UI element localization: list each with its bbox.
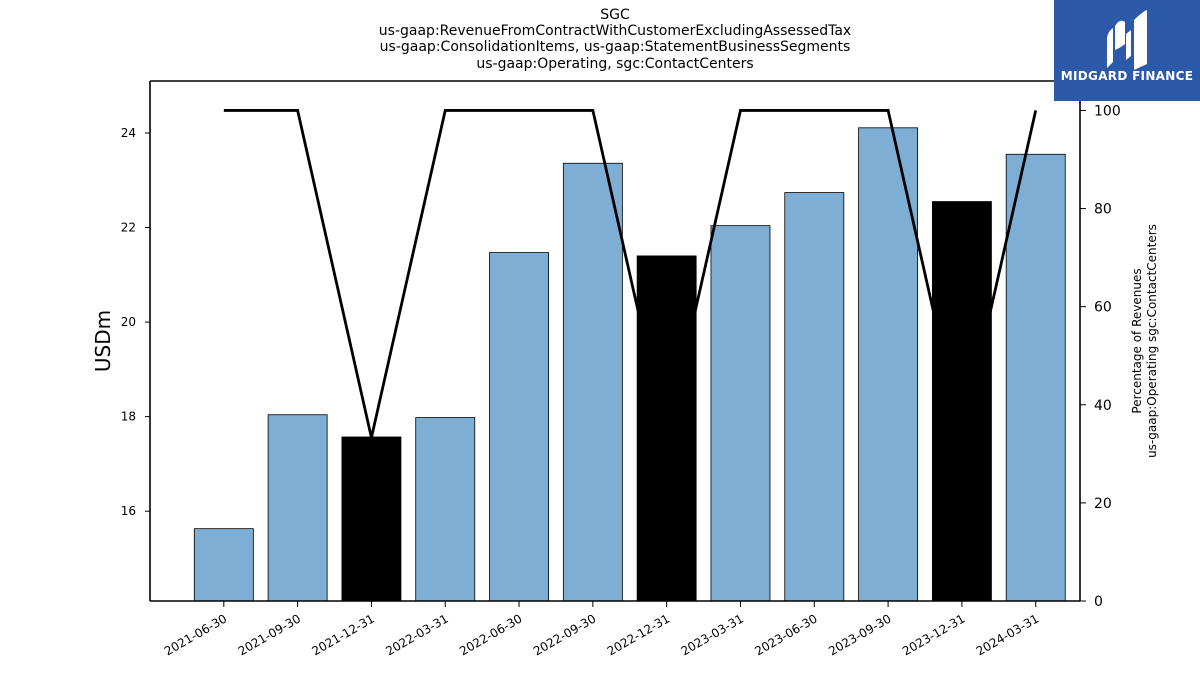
x-tick-label: 2023-12-31	[900, 611, 967, 658]
chart-title-line-3: us-gaap:ConsolidationItems, us-gaap:Stat…	[379, 39, 851, 55]
x-tick-label: 2022-09-30	[531, 611, 598, 658]
chart-title-line-1: SGC	[600, 7, 630, 23]
x-tick-label: 2023-09-30	[826, 611, 893, 658]
y-tick-label: 22	[121, 221, 136, 235]
bar	[489, 252, 549, 602]
y2-tick-label: 100	[1094, 103, 1121, 119]
x-tick-label: 2024-03-31	[974, 611, 1041, 658]
logo-mark-icon	[1107, 10, 1147, 70]
x-tick-label: 2022-03-31	[383, 611, 450, 658]
x-tick-label: 2023-06-30	[752, 611, 819, 658]
bar	[931, 201, 992, 602]
y2-tick-label: 80	[1094, 202, 1112, 218]
x-tick-label: 2021-06-30	[162, 611, 229, 658]
y2-tick-label: 40	[1094, 398, 1112, 414]
x-tick-label: 2022-12-31	[605, 611, 672, 658]
bar	[858, 127, 919, 602]
chart-title-line-4: us-gaap:Operating, sgc:ContactCenters	[476, 56, 754, 72]
midgard-finance-logo: MIDGARD FINANCE	[1054, 0, 1200, 101]
y2-tick-label: 20	[1094, 496, 1112, 512]
y-axis-label: USDm	[91, 310, 115, 372]
y2-tick-label: 60	[1094, 300, 1112, 316]
y2-axis-label: us-gaap:Operating sgc:ContactCenters	[1145, 224, 1159, 458]
bar	[1005, 153, 1066, 602]
bar	[341, 436, 402, 602]
x-tick-label: 2023-03-31	[679, 611, 746, 658]
bar	[710, 225, 771, 602]
logo-text: MIDGARD FINANCE	[1060, 69, 1194, 83]
x-tick-label: 2021-09-30	[236, 611, 303, 658]
y2-tick-label: 0	[1094, 594, 1103, 610]
y-tick-label: 20	[121, 315, 136, 329]
bar	[267, 414, 328, 602]
y2-axis-label: Percentage of Revenues	[1130, 268, 1144, 413]
series-line	[223, 109, 1038, 438]
chart-title-line-2: us-gaap:RevenueFromContractWithCustomerE…	[378, 23, 852, 39]
bar	[193, 528, 254, 602]
y-tick-label: 24	[121, 126, 136, 140]
bar	[636, 255, 697, 602]
x-tick-label: 2022-06-30	[457, 611, 524, 658]
y-tick-label: 18	[121, 410, 136, 424]
x-tick-label: 2021-12-31	[310, 611, 377, 658]
y-tick-label: 16	[121, 504, 136, 518]
bar	[562, 162, 623, 602]
bar	[784, 192, 845, 602]
bar	[415, 417, 476, 602]
